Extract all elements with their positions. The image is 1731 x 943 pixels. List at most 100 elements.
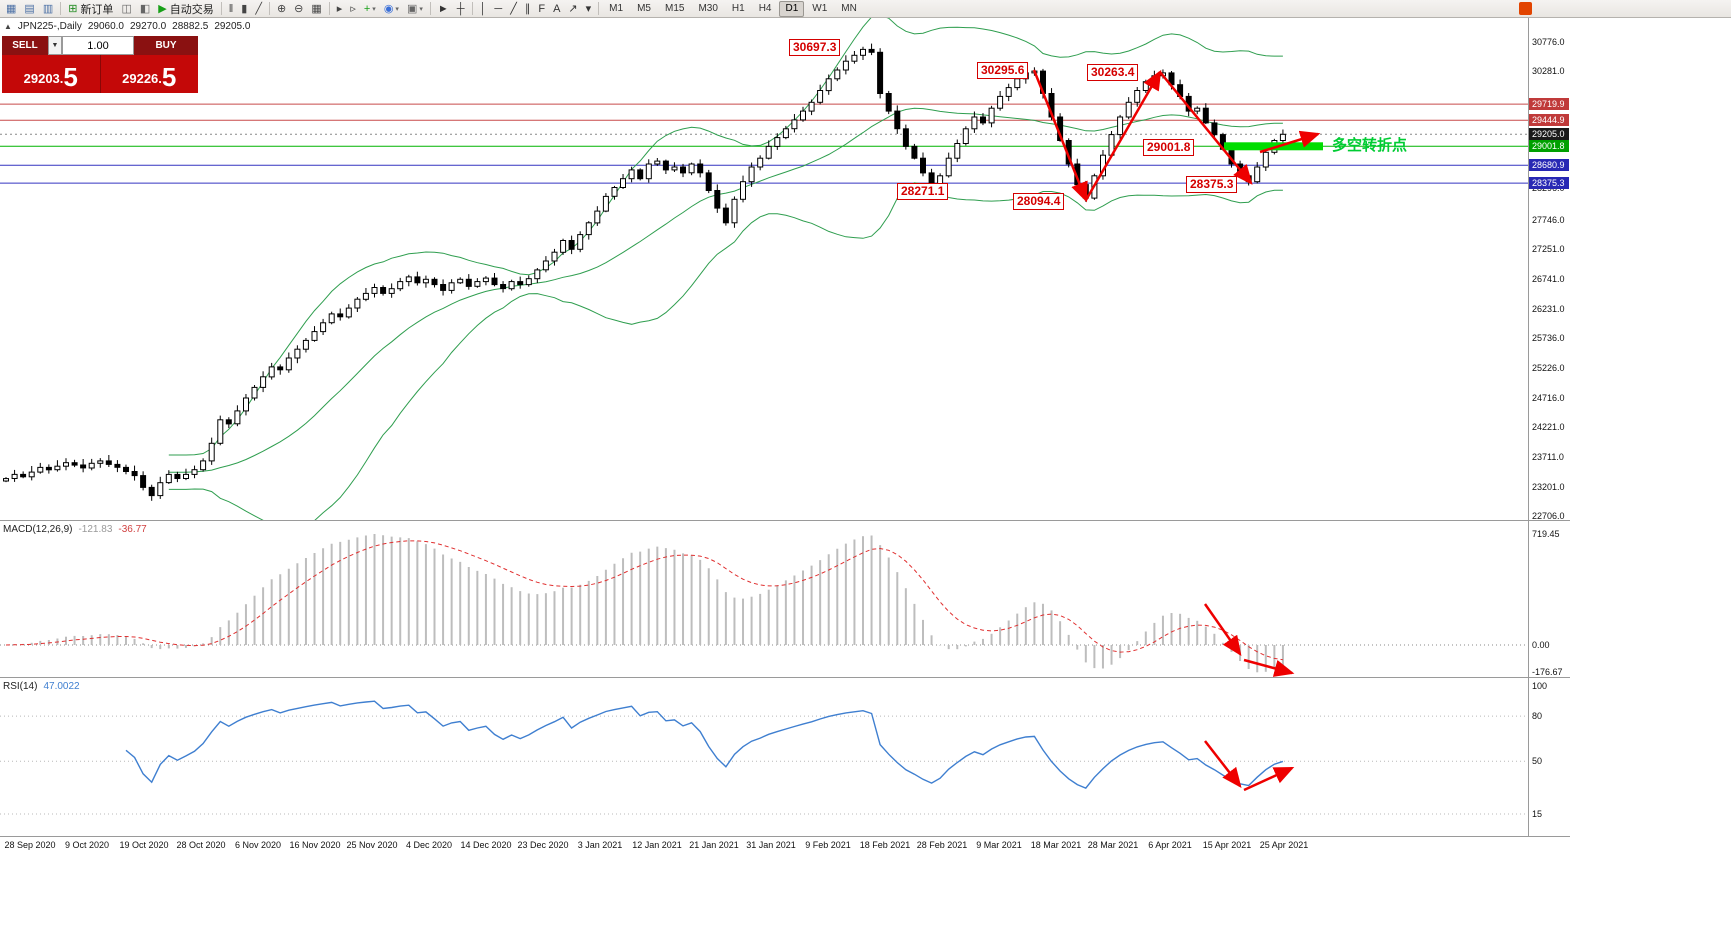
bar-chart-icon[interactable]: ‖ [226, 0, 237, 17]
crosshair-icon[interactable]: ┼ [454, 0, 468, 17]
chart-shift-icon[interactable]: ▹ [347, 0, 359, 17]
rsi-name: RSI(14) [3, 681, 38, 692]
new-order-button[interactable]: ⊞ 新订单 [65, 0, 116, 17]
timeframe-d1[interactable]: D1 [779, 0, 805, 17]
zoom-out-icon[interactable]: ⊖ [291, 0, 306, 17]
volume-input[interactable] [62, 36, 134, 55]
vertical-line-icon-glyph: │ [479, 2, 487, 15]
price-tick: 26231.0 [1532, 304, 1565, 314]
buy-button[interactable]: BUY [134, 36, 198, 55]
date-label: 9 Oct 2020 [64, 840, 110, 850]
buy-price-button[interactable]: 29226. 5 [101, 55, 199, 93]
rsi-panel[interactable] [0, 678, 1528, 836]
timeframe-m1[interactable]: M1 [609, 2, 624, 14]
timeframe-m30[interactable]: M30 [698, 2, 718, 14]
crosshair-icon-glyph: ┼ [456, 2, 465, 15]
zoom-in-icon[interactable]: ⊕ [274, 0, 289, 17]
timeframe-w1[interactable]: W1 [812, 2, 828, 14]
cursor-icon[interactable]: ► [435, 0, 452, 17]
macd-panel[interactable] [0, 521, 1528, 677]
toolbar-separator [60, 2, 62, 15]
price-annotation[interactable]: 28271.1 [897, 183, 949, 200]
macd-tick: 719.45 [1532, 529, 1560, 539]
arrows-tool-icon[interactable]: ↗ [565, 0, 580, 17]
price-axis-border [1528, 18, 1529, 836]
new-chart-icon[interactable]: ▦ [3, 0, 19, 17]
horizontal-price-lines[interactable] [0, 103, 1528, 184]
rsi-arrows[interactable] [1204, 740, 1295, 792]
rsi-value: 47.0022 [43, 681, 80, 692]
arrows-tool-icon-glyph: ↗ [568, 3, 578, 15]
tile-windows-icon[interactable]: ▦ [308, 0, 324, 17]
text-label-icon[interactable]: A [550, 0, 563, 17]
template-icon[interactable]: ▣ ▾ [404, 0, 426, 17]
auto-trading-button[interactable]: ▶ 自动交易 [155, 0, 216, 17]
price-axis[interactable]: 30776.030281.028296.027746.027251.026741… [1529, 18, 1571, 836]
date-label: 25 Apr 2021 [1259, 840, 1309, 850]
collapse-panel-icon[interactable]: ▲ [4, 22, 12, 31]
periods-icon[interactable]: ◉ ▾ [381, 0, 402, 17]
horizontal-line-icon[interactable]: ─ [491, 0, 505, 17]
profiles-icon[interactable]: ▤ [21, 0, 37, 17]
profiles-icon-glyph: ▤ [24, 3, 35, 15]
date-label: 12 Jan 2021 [632, 840, 682, 850]
chart-list-icon-glyph: ▥ [42, 3, 54, 15]
timeframe-h1[interactable]: H1 [731, 2, 745, 14]
macd-arrows[interactable] [1203, 603, 1295, 677]
shapes-dropdown-icon[interactable]: ▾ [583, 0, 595, 17]
price-annotation[interactable]: 30263.4 [1087, 64, 1139, 81]
timeframe-m5[interactable]: M5 [637, 2, 651, 14]
trendline-icon[interactable]: ╱ [507, 0, 520, 17]
price-tick: 23711.0 [1532, 452, 1564, 462]
line-chart-icon-glyph: ╱ [255, 3, 262, 15]
date-label: 18 Feb 2021 [859, 840, 911, 850]
periods-icon-dropdown[interactable]: ▾ [395, 5, 399, 13]
line-chart-icon[interactable]: ╱ [252, 0, 265, 17]
candlestick-chart-icon[interactable]: ▮ [238, 0, 250, 17]
toolbar-separator [328, 2, 330, 15]
resistance-line-1-badge: 29719.9 [1529, 98, 1569, 110]
tile-windows-icon-glyph: ▦ [311, 3, 322, 15]
navigator-icon[interactable]: ◧ [137, 0, 153, 17]
timeframe-m15[interactable]: M15 [664, 2, 685, 14]
bar-chart-icon-glyph: ‖ [228, 2, 234, 15]
price-annotation[interactable]: 28375.3 [1186, 176, 1238, 193]
main-chart[interactable] [0, 18, 1528, 520]
panel-divider[interactable] [0, 677, 1570, 678]
fibonacci-icon[interactable]: F [535, 0, 548, 17]
ohlc-high: 29270.0 [130, 21, 167, 32]
date-label: 21 Jan 2021 [689, 840, 739, 850]
notification-icon[interactable] [1519, 2, 1532, 15]
price-tick: 25226.0 [1532, 363, 1565, 373]
sell-button[interactable]: SELL [2, 36, 48, 55]
rsi-tick: 100 [1532, 681, 1548, 691]
auto-scroll-icon[interactable]: ▸ [334, 0, 346, 17]
toolbar: ▦ ▤ ▥ ⊞ 新订单 ◫ ◧ ▶ 自动交易 ‖ ▮ ╱ ⊕ ⊖ ▦ ▸ ▹ + ▾ ◉ ▾ ▣ ▾ ► ┼ │ ─ ╱ ∥ F A ↗ ▾ M… [0, 0, 1731, 18]
trend-arrows[interactable] [1032, 69, 1321, 203]
price-annotation[interactable]: 30295.6 [977, 62, 1029, 79]
timeframe-mn[interactable]: MN [841, 2, 857, 14]
timeframe-h4[interactable]: H4 [758, 2, 772, 14]
volume-dropdown-icon[interactable]: ▼ [48, 36, 62, 55]
channel-icon[interactable]: ∥ [522, 0, 534, 17]
market-watch-icon[interactable]: ◫ [118, 0, 134, 17]
price-annotation[interactable]: 29001.8 [1143, 139, 1195, 156]
template-icon-dropdown[interactable]: ▾ [419, 5, 423, 13]
date-label: 15 Apr 2021 [1202, 840, 1252, 850]
vertical-line-icon[interactable]: │ [477, 0, 490, 17]
sell-price-button[interactable]: 29203. 5 [2, 55, 101, 93]
toolbar-separator [429, 2, 431, 15]
channel-icon-glyph: ∥ [524, 3, 531, 15]
toolbar-separator [598, 2, 600, 15]
price-tick: 30776.0 [1532, 37, 1565, 47]
price-annotation[interactable]: 30697.3 [789, 39, 841, 56]
chart-list-icon[interactable]: ▥ [40, 0, 56, 17]
time-axis[interactable]: 28 Sep 2020 9 Oct 2020 19 Oct 2020 28 Oct 2… [0, 838, 1568, 854]
turning-point-bar[interactable] [1224, 142, 1323, 151]
date-label: 31 Jan 2021 [746, 840, 796, 850]
buy-price-main: 29226. [122, 71, 162, 86]
price-annotation[interactable]: 28094.4 [1013, 193, 1065, 210]
add-indicator-icon[interactable]: + ▾ [361, 0, 379, 17]
panel-divider[interactable] [0, 520, 1570, 521]
add-indicator-icon-dropdown[interactable]: ▾ [372, 5, 376, 13]
